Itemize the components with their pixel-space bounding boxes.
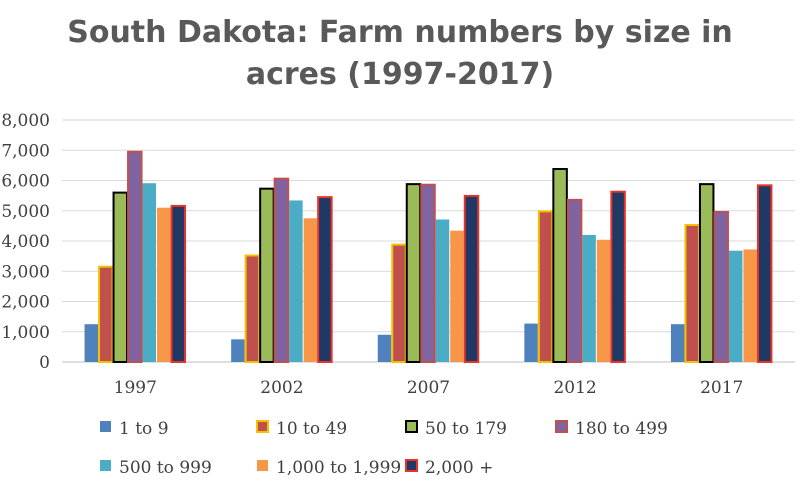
legend-swatch <box>405 420 418 433</box>
bar <box>728 250 743 362</box>
bar <box>273 177 290 363</box>
bar <box>435 219 450 362</box>
legend-swatch <box>405 459 418 472</box>
y-tick-label: 5,000 <box>1 202 50 222</box>
legend-label: 2,000 + <box>425 458 493 478</box>
legend-item: 50 to 179 <box>405 419 507 439</box>
bar <box>684 223 700 363</box>
legend-item: 500 to 999 <box>100 458 212 478</box>
bar <box>537 210 554 363</box>
legend-item: 1 to 9 <box>100 419 169 439</box>
bar <box>698 183 715 363</box>
legend-label: 500 to 999 <box>119 458 212 478</box>
bar <box>756 184 773 363</box>
bar <box>463 194 480 363</box>
legend-swatch <box>257 460 268 471</box>
bar <box>524 323 538 362</box>
bar <box>98 265 114 363</box>
y-tick-label: 4,000 <box>1 232 50 252</box>
bar <box>596 239 611 362</box>
x-tick-label: 2017 <box>700 378 743 398</box>
y-tick-label: 2,000 <box>1 293 50 313</box>
legend-swatch <box>100 421 111 432</box>
bar <box>127 150 143 363</box>
y-tick-label: 6,000 <box>1 172 50 192</box>
bar <box>170 204 187 363</box>
bar <box>582 234 596 362</box>
y-tick-label: 7,000 <box>1 141 50 161</box>
chart-title-line-2: acres (1997-2017) <box>245 57 555 92</box>
legend-label: 180 to 499 <box>575 419 668 439</box>
bar <box>552 168 568 363</box>
bar <box>231 339 245 362</box>
legend-swatch <box>100 460 111 471</box>
bar <box>405 183 422 363</box>
bar <box>566 198 583 363</box>
legend-label: 10 to 49 <box>276 419 347 439</box>
y-tick-label: 0 <box>39 353 50 373</box>
legend-swatch <box>555 420 568 433</box>
bar <box>84 324 99 362</box>
bar <box>244 254 261 364</box>
legend-item: 2,000 + <box>405 458 493 478</box>
chart-title-line-1: South Dakota: Farm numbers by size in <box>67 15 733 50</box>
bar <box>157 207 171 362</box>
bar <box>743 249 757 362</box>
legend-label: 1,000 to 1,999 <box>276 458 401 478</box>
bar <box>317 196 333 363</box>
x-tick-label: 2002 <box>260 378 303 398</box>
bar <box>420 183 436 363</box>
legend-label: 1 to 9 <box>119 419 169 439</box>
bar <box>391 243 407 364</box>
legend-swatch <box>256 420 269 433</box>
legend-label: 50 to 179 <box>425 419 507 439</box>
bar <box>713 210 729 363</box>
bar <box>259 187 275 363</box>
bar <box>610 190 626 363</box>
legend-item: 1,000 to 1,999 <box>257 458 401 478</box>
y-tick-label: 8,000 <box>1 111 50 131</box>
bar <box>289 200 303 362</box>
x-tick-label: 1997 <box>114 378 157 398</box>
legend-item: 10 to 49 <box>256 419 347 439</box>
bar <box>112 191 129 363</box>
bar <box>303 218 318 362</box>
chart-title: South Dakota: Farm numbers by size in ac… <box>0 12 800 96</box>
bar <box>142 183 157 362</box>
x-tick-label: 2007 <box>407 378 450 398</box>
bar <box>377 334 392 362</box>
bar <box>670 324 685 362</box>
bar <box>450 230 464 362</box>
y-tick-label: 3,000 <box>1 262 50 282</box>
legend-item: 180 to 499 <box>555 419 668 439</box>
y-tick-label: 1,000 <box>1 323 50 343</box>
x-tick-label: 2012 <box>553 378 596 398</box>
